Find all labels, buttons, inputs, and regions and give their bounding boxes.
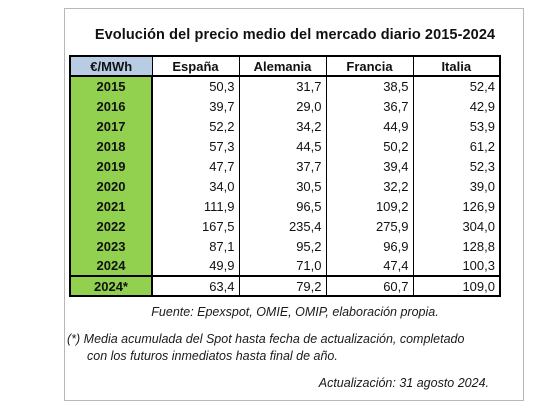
year-cell: 2022 xyxy=(69,216,153,236)
table-row: 2016 39,7 29,0 36,7 42,9 xyxy=(69,96,501,116)
value-cell: 34,2 xyxy=(238,116,327,136)
year-cell: 2019 xyxy=(69,156,153,176)
value-cell: 38,5 xyxy=(325,76,414,96)
table-row: 2017 52,2 34,2 44,9 53,9 xyxy=(69,116,501,136)
year-cell: 2020 xyxy=(69,176,153,196)
table-row: 2020 34,0 30,5 32,2 39,0 xyxy=(69,176,501,196)
year-cell: 2016 xyxy=(69,96,153,116)
value-cell: 52,3 xyxy=(412,156,501,176)
table-row: 2024 49,9 71,0 47,4 100,3 xyxy=(69,256,501,277)
value-cell: 39,0 xyxy=(412,176,501,196)
header-row: €/MWh España Alemania Francia Italia xyxy=(69,55,501,77)
table-row: 2019 47,7 37,7 39,4 52,3 xyxy=(69,156,501,176)
value-cell: 44,5 xyxy=(238,136,327,156)
table-row: 2023 87,1 95,2 96,9 128,8 xyxy=(69,236,501,256)
value-cell: 37,7 xyxy=(238,156,327,176)
value-cell: 30,5 xyxy=(238,176,327,196)
value-cell: 95,2 xyxy=(238,236,327,256)
value-cell: 60,7 xyxy=(325,276,414,297)
value-cell: 96,9 xyxy=(325,236,414,256)
table-row: 2021 111,9 96,5 109,2 126,9 xyxy=(69,196,501,216)
year-cell: 2021 xyxy=(69,196,153,216)
value-cell: 87,1 xyxy=(151,236,240,256)
value-cell: 61,2 xyxy=(412,136,501,156)
value-cell: 52,4 xyxy=(412,76,501,96)
summary-row: 2024* 63,4 79,2 60,7 109,0 xyxy=(69,276,501,297)
country-header-spain: España xyxy=(151,55,240,77)
value-cell: 49,9 xyxy=(151,256,240,277)
value-cell: 50,3 xyxy=(151,76,240,96)
value-cell: 29,0 xyxy=(238,96,327,116)
asterisk-note: (*) Media acumulada del Spot hasta fecha… xyxy=(67,331,522,365)
value-cell: 31,7 xyxy=(238,76,327,96)
value-cell: 39,7 xyxy=(151,96,240,116)
value-cell: 71,0 xyxy=(238,256,327,277)
year-cell: 2024* xyxy=(69,276,153,297)
value-cell: 34,0 xyxy=(151,176,240,196)
price-table: €/MWh España Alemania Francia Italia 201… xyxy=(69,55,501,297)
value-cell: 47,7 xyxy=(151,156,240,176)
asterisk-note-line-2: con los futuros inmediatos hasta final d… xyxy=(87,349,338,363)
value-cell: 57,3 xyxy=(151,136,240,156)
value-cell: 79,2 xyxy=(238,276,327,297)
value-cell: 42,9 xyxy=(412,96,501,116)
country-header-italy: Italia xyxy=(412,55,501,77)
report-panel: Evolución del precio medio del mercado d… xyxy=(64,8,524,401)
table-row: 2015 50,3 31,7 38,5 52,4 xyxy=(69,76,501,96)
value-cell: 47,4 xyxy=(325,256,414,277)
asterisk-note-line-1: (*) Media acumulada del Spot hasta fecha… xyxy=(67,332,465,346)
year-cell: 2023 xyxy=(69,236,153,256)
value-cell: 52,2 xyxy=(151,116,240,136)
value-cell: 275,9 xyxy=(325,216,414,236)
value-cell: 126,9 xyxy=(412,196,501,216)
value-cell: 111,9 xyxy=(151,196,240,216)
value-cell: 109,2 xyxy=(325,196,414,216)
year-cell: 2015 xyxy=(69,76,153,96)
value-cell: 304,0 xyxy=(412,216,501,236)
update-date: Actualización: 31 agosto 2024. xyxy=(318,376,489,390)
value-cell: 36,7 xyxy=(325,96,414,116)
value-cell: 128,8 xyxy=(412,236,501,256)
value-cell: 167,5 xyxy=(151,216,240,236)
value-cell: 32,2 xyxy=(325,176,414,196)
value-cell: 235,4 xyxy=(238,216,327,236)
value-cell: 39,4 xyxy=(325,156,414,176)
value-cell: 44,9 xyxy=(325,116,414,136)
year-cell: 2018 xyxy=(69,136,153,156)
value-cell: 63,4 xyxy=(151,276,240,297)
value-cell: 53,9 xyxy=(412,116,501,136)
year-cell: 2017 xyxy=(69,116,153,136)
value-cell: 100,3 xyxy=(412,256,501,277)
year-cell: 2024 xyxy=(69,256,153,277)
table-title: Evolución del precio medio del mercado d… xyxy=(94,27,496,43)
source-note: Fuente: Epexspot, OMIE, OMIP, elaboració… xyxy=(151,305,439,319)
country-header-germany: Alemania xyxy=(238,55,327,77)
country-header-france: Francia xyxy=(325,55,414,77)
value-cell: 96,5 xyxy=(238,196,327,216)
value-cell: 50,2 xyxy=(325,136,414,156)
value-cell: 109,0 xyxy=(412,276,501,297)
table-row: 2018 57,3 44,5 50,2 61,2 xyxy=(69,136,501,156)
table-row: 2022 167,5 235,4 275,9 304,0 xyxy=(69,216,501,236)
unit-header: €/MWh xyxy=(69,55,153,77)
